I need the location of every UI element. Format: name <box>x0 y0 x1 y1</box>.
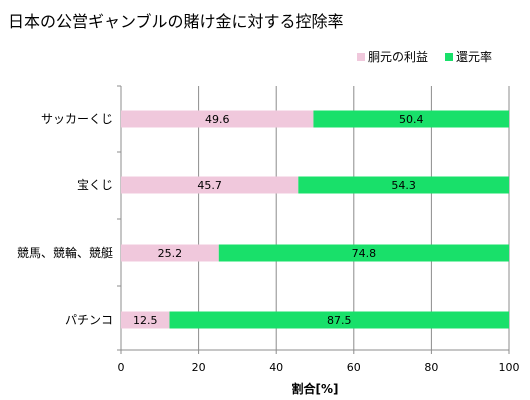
labels: 49.6 50.4 サッカーくじ 45.7 54.3 宝くじ 25.2 74.8 競馬、競輪、競… <box>17 112 520 396</box>
x-tick-label: 0 <box>118 361 125 374</box>
bar-profit-3 <box>121 311 170 329</box>
bar-profit-2 <box>121 244 219 262</box>
bar-profit-1 <box>121 176 299 194</box>
gridlines <box>117 85 510 354</box>
legend: 胴元の利益 還元率 <box>357 49 492 64</box>
x-axis-title: 割合[%] <box>292 381 339 396</box>
x-tick-label: 80 <box>424 361 438 374</box>
legend-label: 還元率 <box>456 49 492 64</box>
chart-title: 日本の公営ギャンブルの賭け金に対する控除率 <box>8 12 344 31</box>
category-label: 競馬、競輪、競艇 <box>17 245 113 260</box>
bar-profit-0 <box>121 110 314 128</box>
legend-item-profit: 胴元の利益 <box>357 50 428 64</box>
data-label: 74.8 <box>352 247 377 260</box>
legend-swatch <box>445 53 453 61</box>
category-label: 宝くじ <box>77 178 113 192</box>
category-label: サッカーくじ <box>41 112 113 126</box>
data-label: 54.3 <box>391 179 416 192</box>
legend-swatch <box>357 53 365 61</box>
data-label: 45.7 <box>197 179 222 192</box>
bar-return-0 <box>313 110 509 128</box>
bar-return-2 <box>218 244 509 262</box>
bar-return-1 <box>298 176 509 194</box>
x-tick-label: 100 <box>499 361 520 374</box>
data-label: 49.6 <box>205 113 230 126</box>
legend-item-return: 還元率 <box>445 49 492 64</box>
x-tick-label: 20 <box>192 361 206 374</box>
data-label: 50.4 <box>399 113 424 126</box>
legend-label: 胴元の利益 <box>368 50 428 64</box>
x-tick-label: 60 <box>347 361 361 374</box>
x-tick-label: 40 <box>269 361 283 374</box>
data-label: 12.5 <box>133 314 158 327</box>
data-label: 25.2 <box>158 247 183 260</box>
category-label: パチンコ <box>65 313 113 327</box>
data-label: 87.5 <box>327 314 352 327</box>
bar-return-3 <box>169 311 509 329</box>
bars <box>121 110 509 329</box>
